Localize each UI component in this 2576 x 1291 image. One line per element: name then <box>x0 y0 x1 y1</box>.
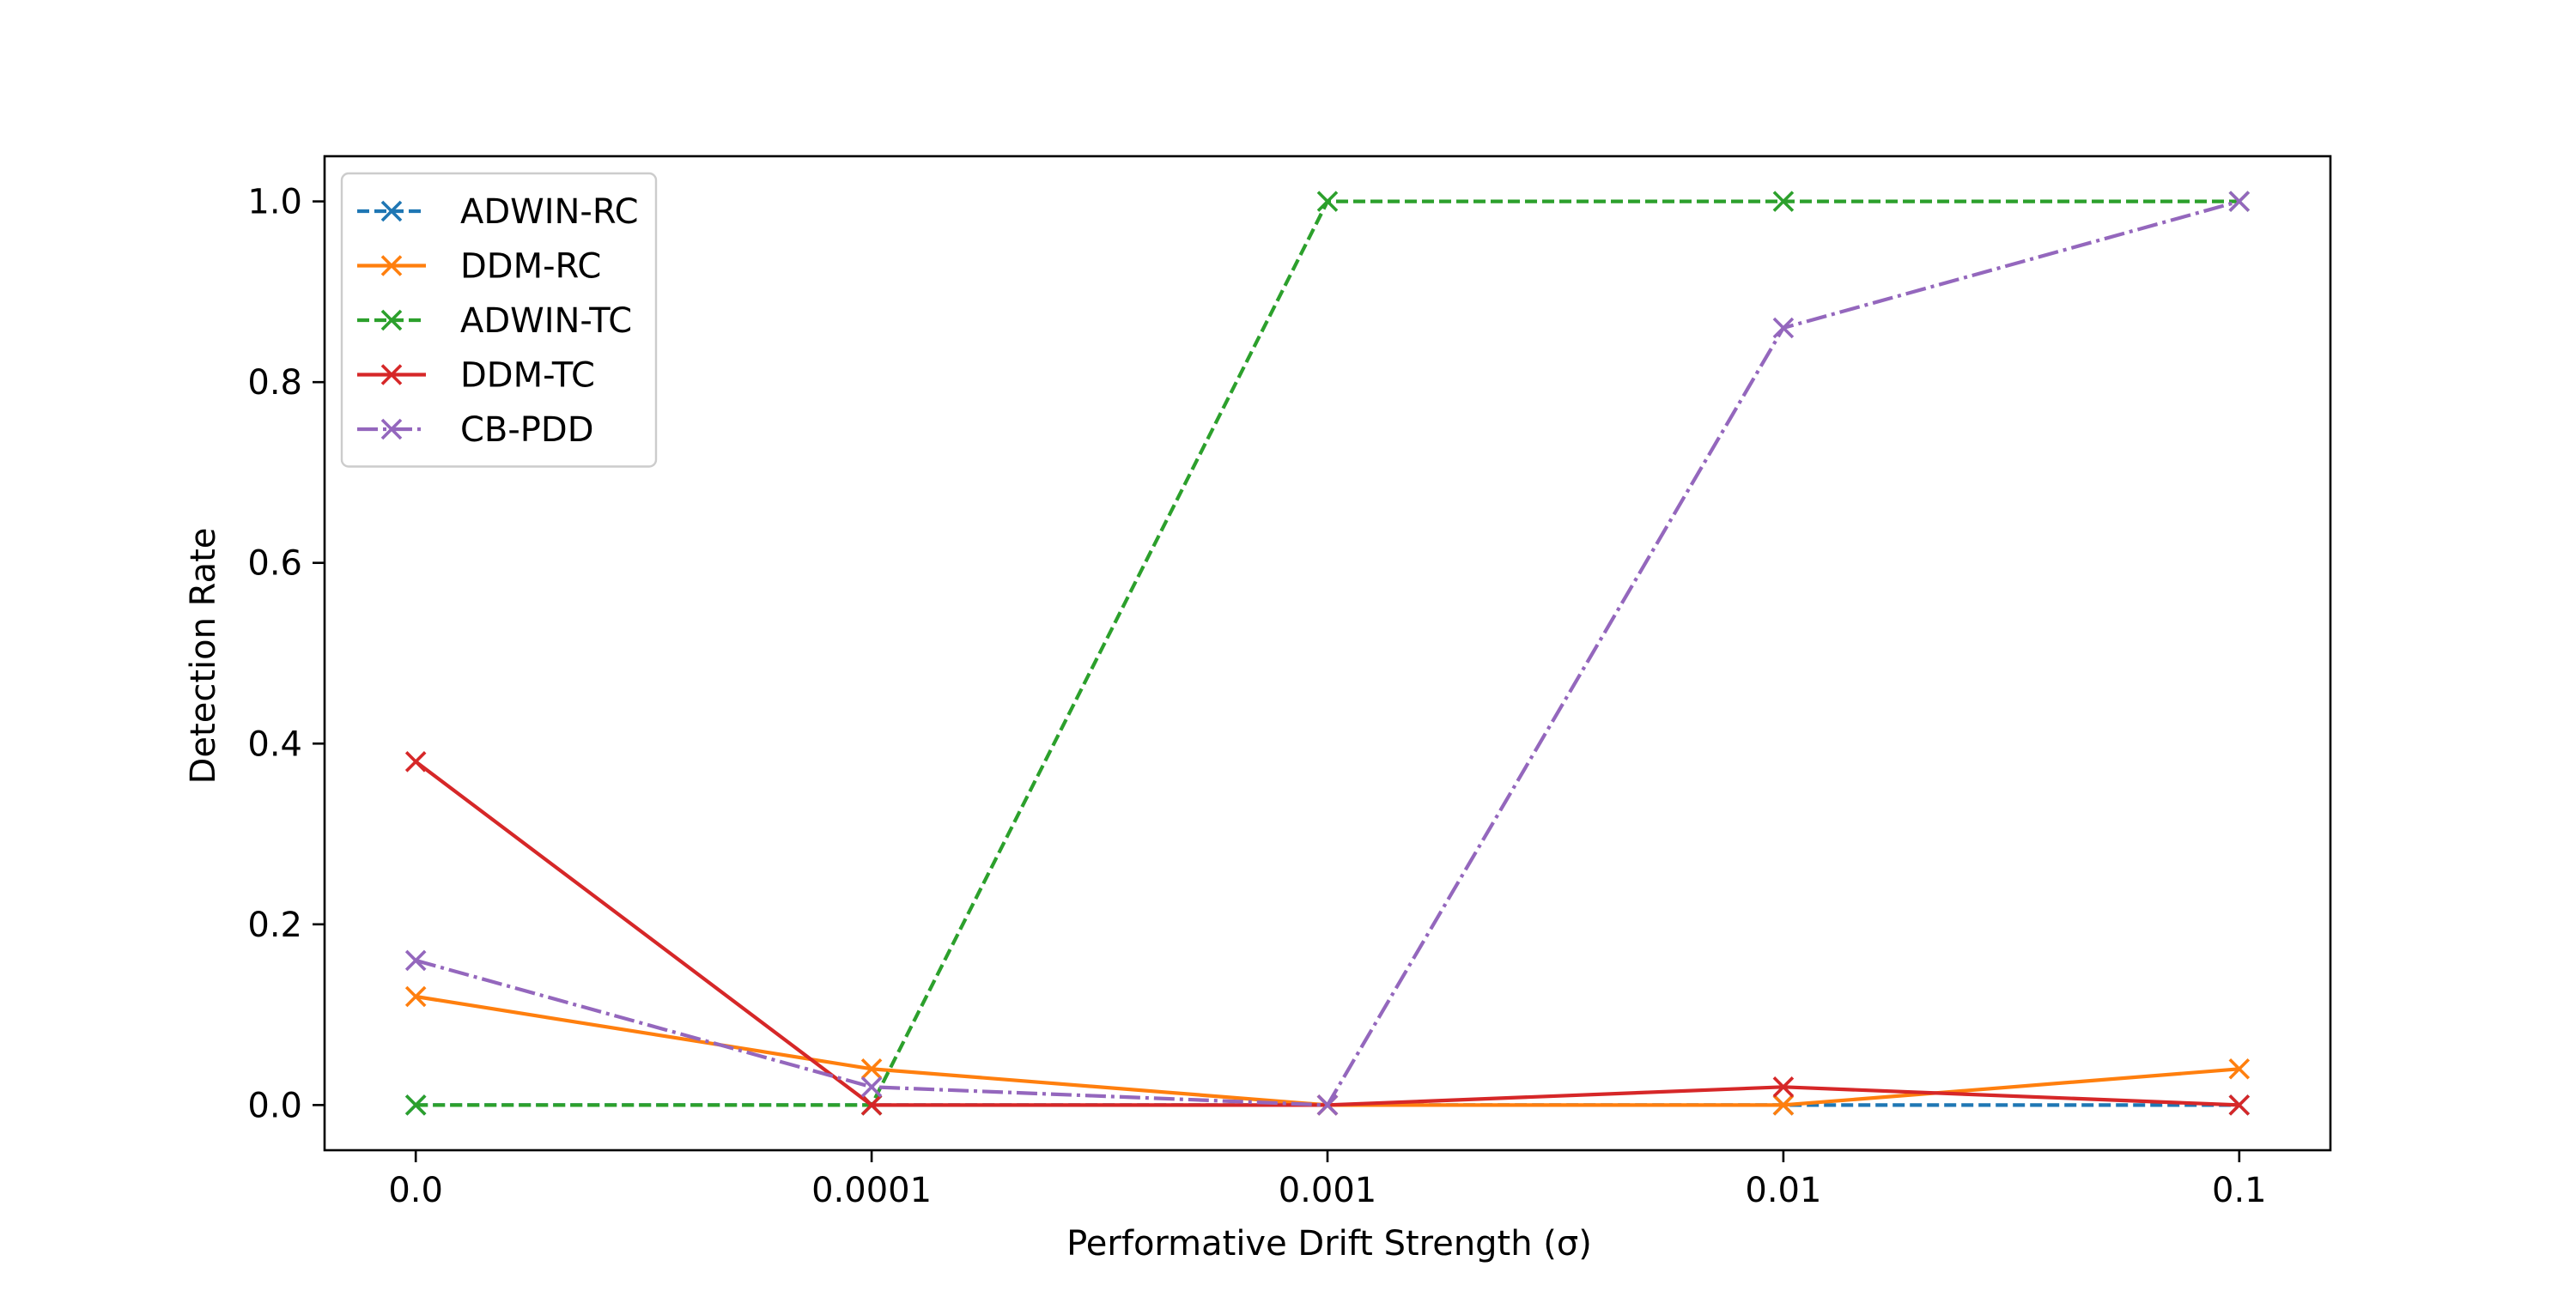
data-point-ddm-tc-4 <box>2228 1094 2251 1116</box>
data-point-cb-pdd-4 <box>2228 191 2251 212</box>
data-point-ddm-tc-1 <box>860 1094 883 1116</box>
data-point-adwin-tc-0 <box>404 1094 427 1116</box>
x-axis-label: Performative Drift Strength (σ) <box>1066 1224 1592 1264</box>
x-tick-label: 0.0001 <box>811 1171 932 1210</box>
x-tick-label: 0.01 <box>1745 1171 1821 1210</box>
x-tick-label: 0.1 <box>2212 1171 2267 1210</box>
y-tick-label: 0.8 <box>247 363 302 403</box>
legend-marker-adwin-tc <box>380 309 403 331</box>
data-point-ddm-rc-1 <box>860 1058 883 1080</box>
y-tick-label: 1.0 <box>247 183 302 222</box>
y-tick-label: 0.6 <box>247 544 302 584</box>
data-point-adwin-tc-2 <box>1316 191 1339 212</box>
data-point-cb-pdd-1 <box>860 1076 883 1098</box>
data-point-ddm-tc-3 <box>1772 1076 1795 1098</box>
x-tick-label: 0.0 <box>388 1171 443 1210</box>
y-tick-label: 0.2 <box>247 906 302 945</box>
x-tick-label: 0.001 <box>1279 1171 1377 1210</box>
data-point-ddm-rc-3 <box>1772 1094 1795 1116</box>
legend-label-ddm-rc: DDM-RC <box>460 247 601 287</box>
y-tick-label: 0.0 <box>247 1086 302 1125</box>
legend-marker-cb-pdd <box>380 418 403 440</box>
legend-label-adwin-tc: ADWIN-TC <box>460 301 632 341</box>
data-point-ddm-rc-0 <box>404 985 427 1008</box>
data-point-cb-pdd-3 <box>1772 317 1795 339</box>
y-tick-label: 0.4 <box>247 724 302 764</box>
legend-label-adwin-rc: ADWIN-RC <box>460 192 639 232</box>
legend-box <box>340 172 658 468</box>
legend-label-cb-pdd: CB-PDD <box>460 410 594 450</box>
data-point-adwin-tc-3 <box>1772 191 1795 212</box>
y-axis-label: Detection Rate <box>184 528 223 785</box>
legend-marker-ddm-rc <box>380 255 403 276</box>
data-point-ddm-tc-0 <box>404 751 427 773</box>
data-point-cb-pdd-0 <box>404 949 427 972</box>
legend-marker-ddm-tc <box>380 364 403 385</box>
legend-marker-adwin-rc <box>380 200 403 222</box>
data-point-cb-pdd-2 <box>1316 1094 1339 1116</box>
legend-label-ddm-tc: DDM-TC <box>460 356 595 396</box>
data-point-ddm-rc-4 <box>2228 1058 2251 1080</box>
